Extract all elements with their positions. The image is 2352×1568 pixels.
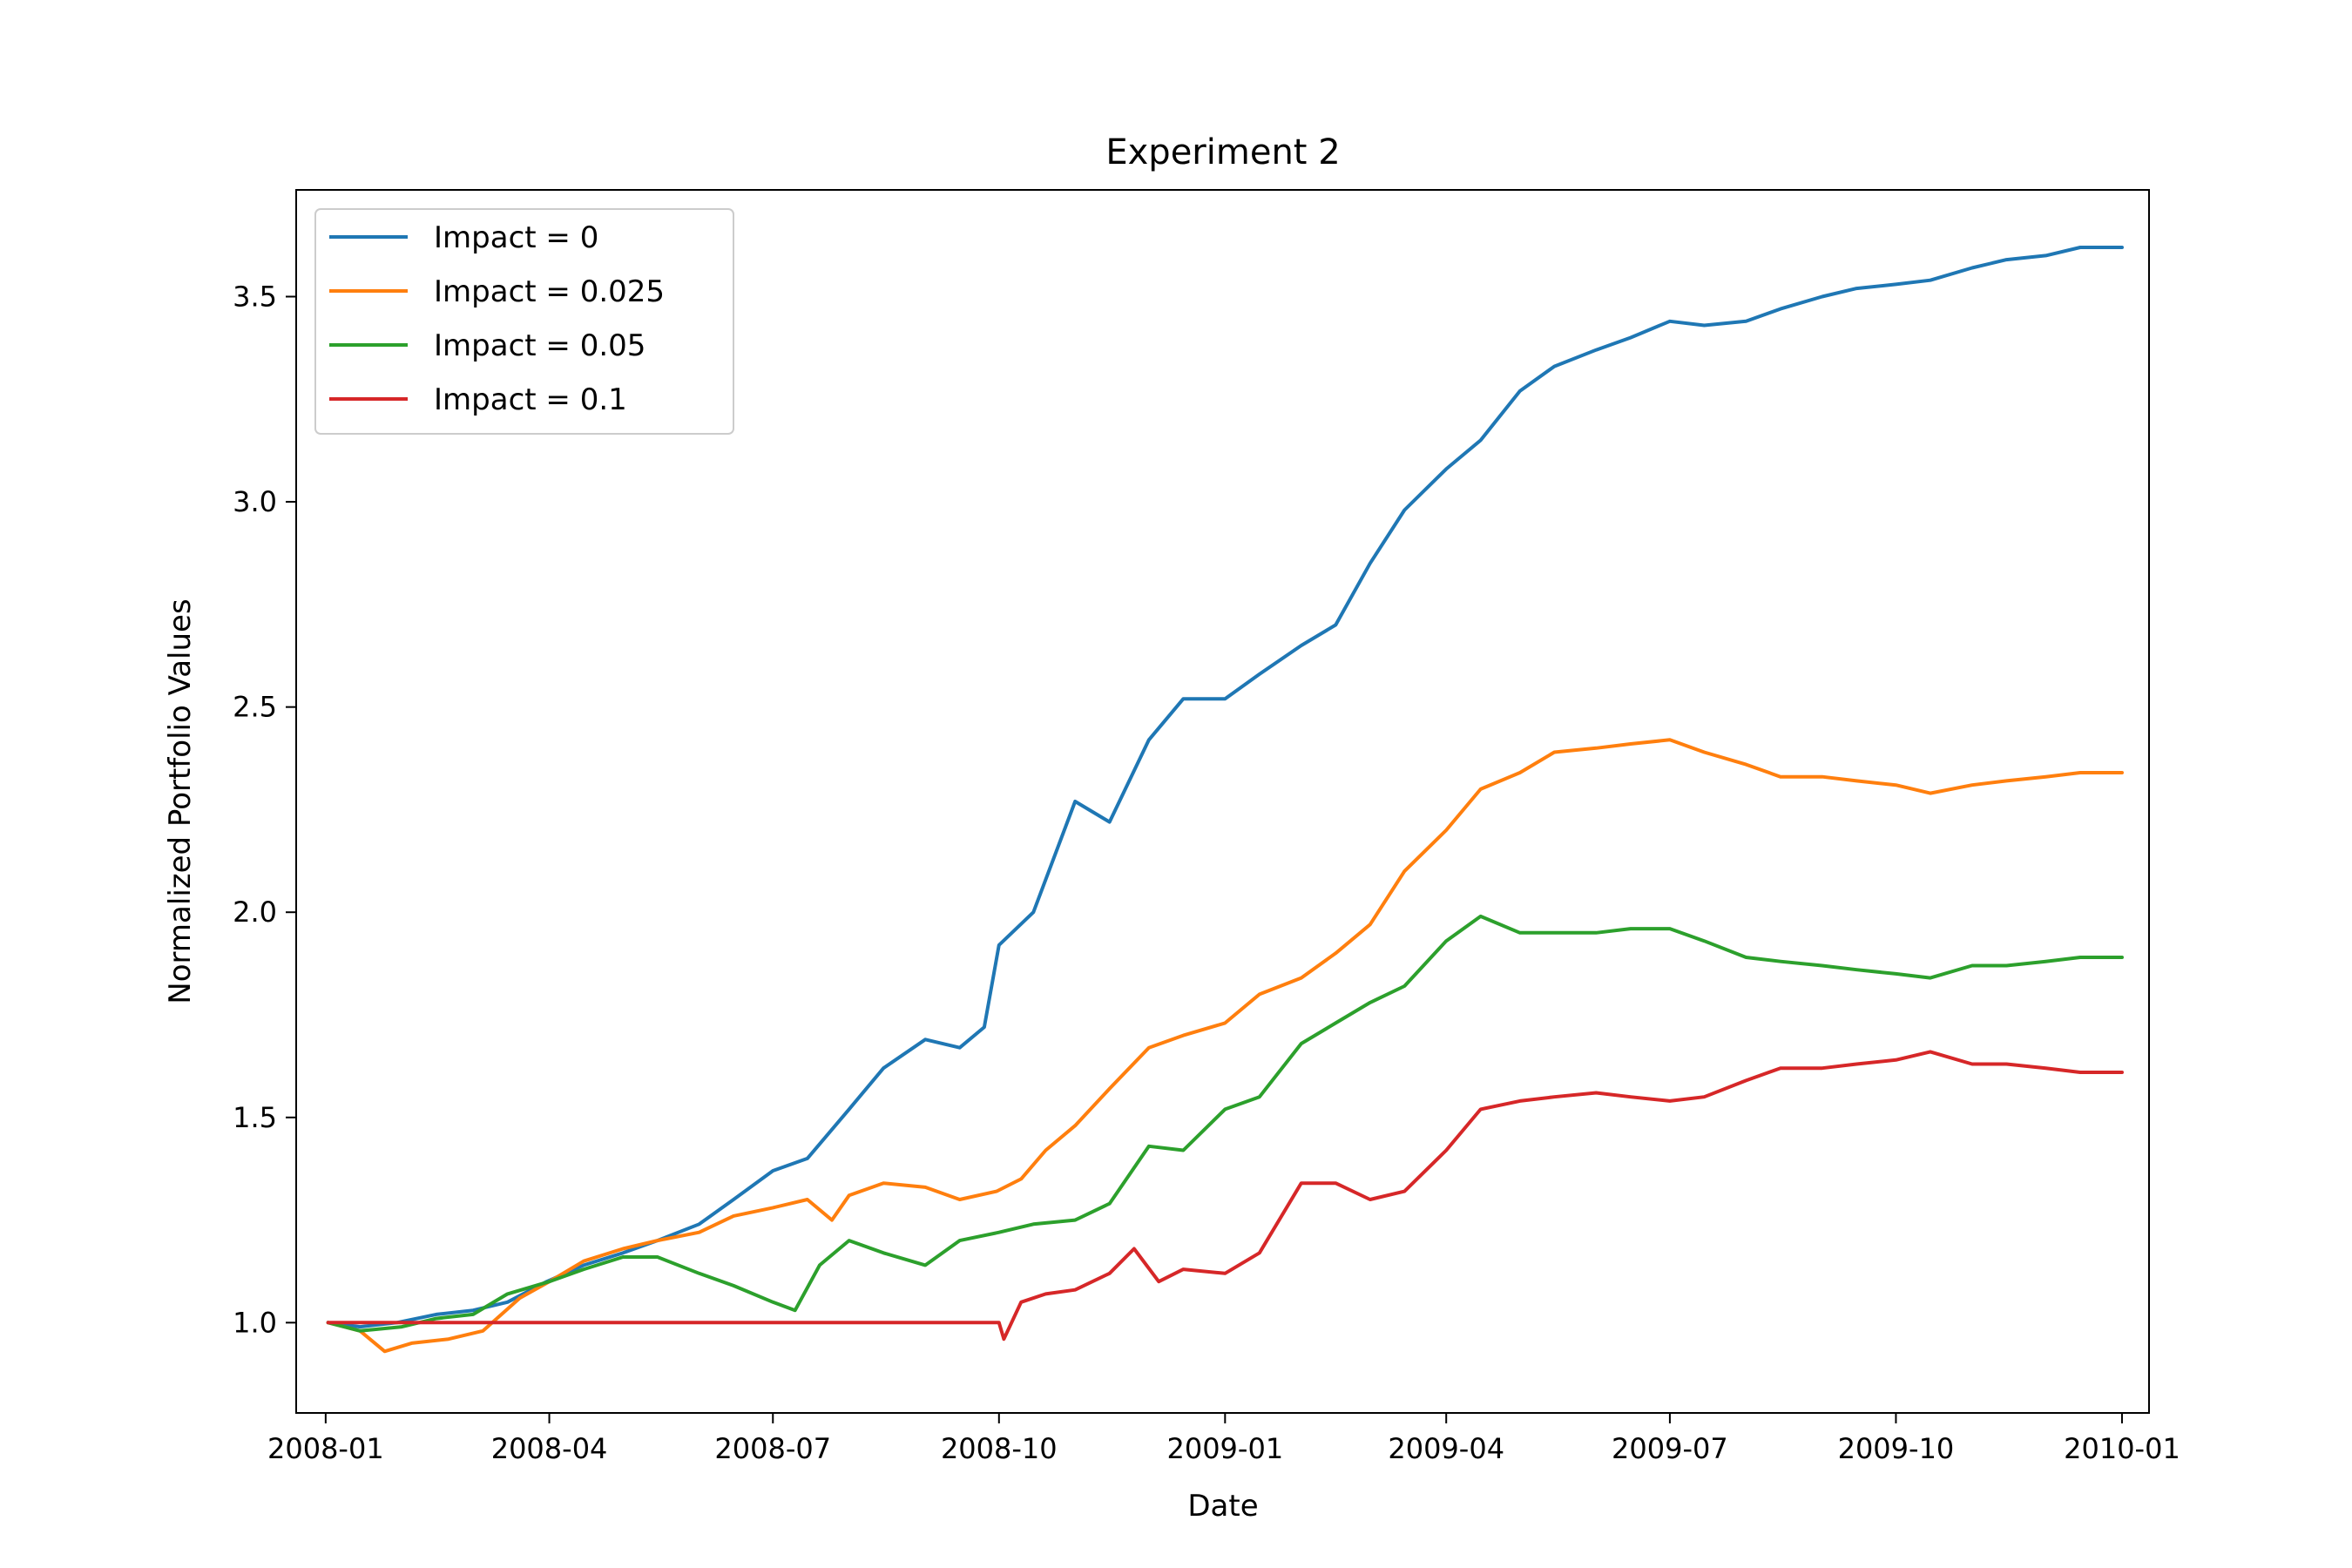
y-tick-label: 3.0 <box>233 485 277 518</box>
x-tick-label: 2009-01 <box>1166 1432 1283 1465</box>
x-tick-label: 2009-07 <box>1612 1432 1728 1465</box>
x-tick-label: 2009-10 <box>1838 1432 1955 1465</box>
plot-area <box>295 189 2150 1414</box>
x-tick-label: 2008-07 <box>714 1432 831 1465</box>
series-line-1 <box>326 738 2124 1354</box>
legend-box <box>314 208 734 435</box>
y-tick-label: 1.0 <box>233 1306 277 1339</box>
x-tick-label: 2010-01 <box>2064 1432 2180 1465</box>
axes-frame <box>295 189 2150 1414</box>
x-axis-label: Date <box>1187 1489 1258 1524</box>
y-tick-label: 1.5 <box>233 1101 277 1134</box>
legend-label-3: Impact = 0.1 <box>434 382 627 417</box>
y-axis-label: Normalized Portfolio Values <box>163 598 198 1004</box>
series-line-3 <box>326 1050 2124 1342</box>
x-tick-label: 2008-01 <box>267 1432 384 1465</box>
series-line-2 <box>326 914 2124 1333</box>
legend-label-0: Impact = 0 <box>434 220 598 255</box>
x-tick-label: 2009-04 <box>1388 1432 1504 1465</box>
series-line-0 <box>326 246 2124 1329</box>
x-axis-ticks: 2008-01 2008-04 2008-07 2008-10 2009-01 2009-… <box>267 1413 2180 1465</box>
y-axis-ticks: 1.0 1.5 2.0 2.5 3.0 3.5 <box>233 280 296 1339</box>
x-tick-label: 2008-10 <box>941 1432 1058 1465</box>
y-tick-label: 2.5 <box>233 691 277 724</box>
legend-label-2: Impact = 0.05 <box>434 328 645 363</box>
y-tick-label: 3.5 <box>233 280 277 313</box>
x-tick-label: 2008-04 <box>491 1432 608 1465</box>
chart-title: Experiment 2 <box>1105 132 1340 172</box>
legend-label-1: Impact = 0.025 <box>434 274 665 309</box>
legend: Impact = 0 Impact = 0.025 Impact = 0.05 Imp… <box>314 208 734 435</box>
series-layer <box>326 246 2124 1354</box>
y-tick-label: 2.0 <box>233 896 277 929</box>
